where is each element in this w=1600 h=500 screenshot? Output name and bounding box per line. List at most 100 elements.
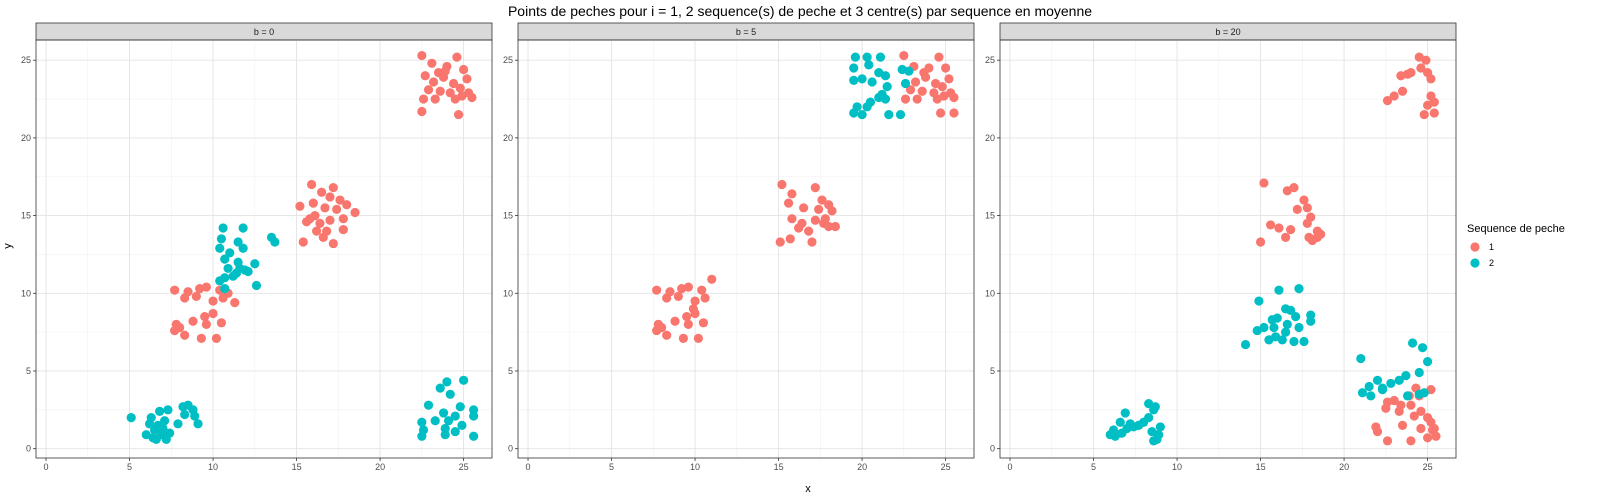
data-point-series-1	[817, 195, 827, 205]
facet-panel: b = 20 0 5 10 15 20 25 0 5 10 15 20 25	[985, 22, 1457, 472]
x-tick-label: 15	[292, 462, 302, 472]
data-point-series-1	[1419, 109, 1429, 120]
x-tick-label: 0	[44, 462, 49, 472]
data-point-series-1	[1292, 204, 1302, 214]
data-point-series-1	[673, 291, 683, 301]
y-tick-label: 5	[990, 366, 995, 376]
y-tick-label: 0	[508, 444, 513, 454]
data-point-series-2	[443, 416, 454, 426]
data-point-series-2	[233, 237, 243, 247]
data-point-series-1	[949, 108, 959, 118]
data-point-series-1	[900, 94, 911, 104]
data-point-series-2	[884, 109, 894, 120]
data-point-series-2	[1417, 343, 1428, 353]
data-point-series-1	[218, 293, 228, 303]
data-point-series-2	[1149, 436, 1159, 446]
data-point-series-2	[417, 431, 427, 441]
data-point-series-1	[1421, 55, 1431, 65]
x-tick-label: 25	[1423, 462, 1433, 472]
data-point-series-2	[880, 71, 891, 81]
data-point-series-1	[1281, 232, 1291, 242]
data-point-series-2	[223, 263, 233, 274]
data-point-series-2	[225, 248, 235, 258]
data-point-series-2	[1108, 425, 1119, 435]
data-point-series-2	[220, 284, 230, 294]
data-point-series-1	[328, 238, 338, 249]
x-tick-label: 10	[1172, 462, 1182, 472]
data-point-series-1	[899, 50, 909, 61]
data-point-series-2	[1402, 391, 1413, 401]
data-point-series-1	[935, 108, 946, 118]
data-point-series-1	[320, 203, 330, 213]
data-point-series-2	[1356, 353, 1366, 364]
legend-title: Sequence de peche	[1467, 223, 1565, 235]
data-point-series-2	[450, 426, 460, 437]
data-point-series-2	[469, 411, 479, 421]
x-axis-title: x	[805, 483, 811, 495]
data-point-series-1	[1416, 423, 1426, 434]
data-point-series-2	[144, 419, 155, 429]
data-point-series-1	[1302, 218, 1312, 228]
data-point-series-2	[1419, 388, 1429, 398]
y-tick-label: 20	[985, 133, 995, 143]
data-point-series-2	[1364, 381, 1374, 392]
data-point-series-1	[208, 308, 218, 319]
data-point-series-2	[163, 405, 173, 415]
data-point-series-2	[1277, 335, 1287, 345]
data-point-series-1	[807, 237, 817, 247]
data-point-series-2	[1394, 375, 1404, 385]
legend: Sequence de peche 1 2	[1467, 223, 1565, 268]
data-point-series-2	[450, 411, 460, 421]
data-point-series-2	[862, 52, 872, 62]
data-point-series-2	[1115, 417, 1125, 427]
data-point-series-2	[1281, 327, 1291, 337]
data-point-series-1	[317, 187, 327, 197]
data-point-series-1	[350, 207, 360, 218]
data-point-series-1	[775, 237, 785, 247]
y-tick-label: 15	[985, 211, 995, 221]
data-point-series-1	[698, 318, 709, 328]
data-point-series-1	[1382, 96, 1393, 106]
data-point-series-1	[445, 88, 455, 98]
data-point-series-2	[867, 77, 877, 87]
y-tick-label: 0	[990, 444, 995, 454]
data-point-series-2	[251, 280, 262, 291]
data-point-series-1	[670, 316, 680, 326]
data-point-series-1	[683, 282, 693, 292]
data-point-series-2	[469, 431, 479, 441]
data-point-series-2	[442, 377, 452, 387]
data-point-series-1	[941, 63, 951, 73]
data-point-series-1	[1416, 406, 1426, 416]
data-point-series-1	[934, 52, 944, 62]
data-point-series-1	[418, 94, 429, 104]
data-point-series-1	[652, 325, 662, 336]
data-point-series-1	[700, 293, 710, 303]
panel-border	[517, 39, 975, 459]
legend-label-1: 1	[1489, 242, 1494, 252]
data-point-series-2	[445, 389, 455, 399]
data-point-series-1	[1389, 91, 1399, 101]
data-point-series-2	[857, 74, 867, 84]
data-point-series-1	[1389, 395, 1399, 406]
data-point-series-1	[920, 72, 931, 82]
data-point-series-1	[301, 217, 312, 227]
data-point-series-1	[196, 333, 206, 343]
data-point-series-1	[1286, 224, 1296, 235]
data-point-series-2	[228, 271, 238, 281]
x-tick-label: 5	[609, 462, 614, 472]
x-tick-label: 10	[208, 462, 218, 472]
y-tick-label: 10	[985, 288, 995, 298]
data-point-series-1	[325, 192, 335, 202]
data-point-series-2	[238, 223, 248, 233]
data-point-series-1	[430, 94, 440, 104]
data-point-series-2	[193, 419, 203, 429]
data-point-series-1	[307, 179, 317, 190]
data-point-series-2	[417, 417, 427, 427]
data-point-series-1	[787, 214, 797, 224]
facet-panel: b = 5 0 5 10 15 20 25 0 5 10 15 20 25	[503, 22, 975, 472]
data-point-series-1	[827, 206, 837, 216]
data-point-series-1	[170, 325, 180, 336]
data-point-series-1	[912, 94, 922, 104]
y-tick-label: 20	[503, 133, 513, 143]
